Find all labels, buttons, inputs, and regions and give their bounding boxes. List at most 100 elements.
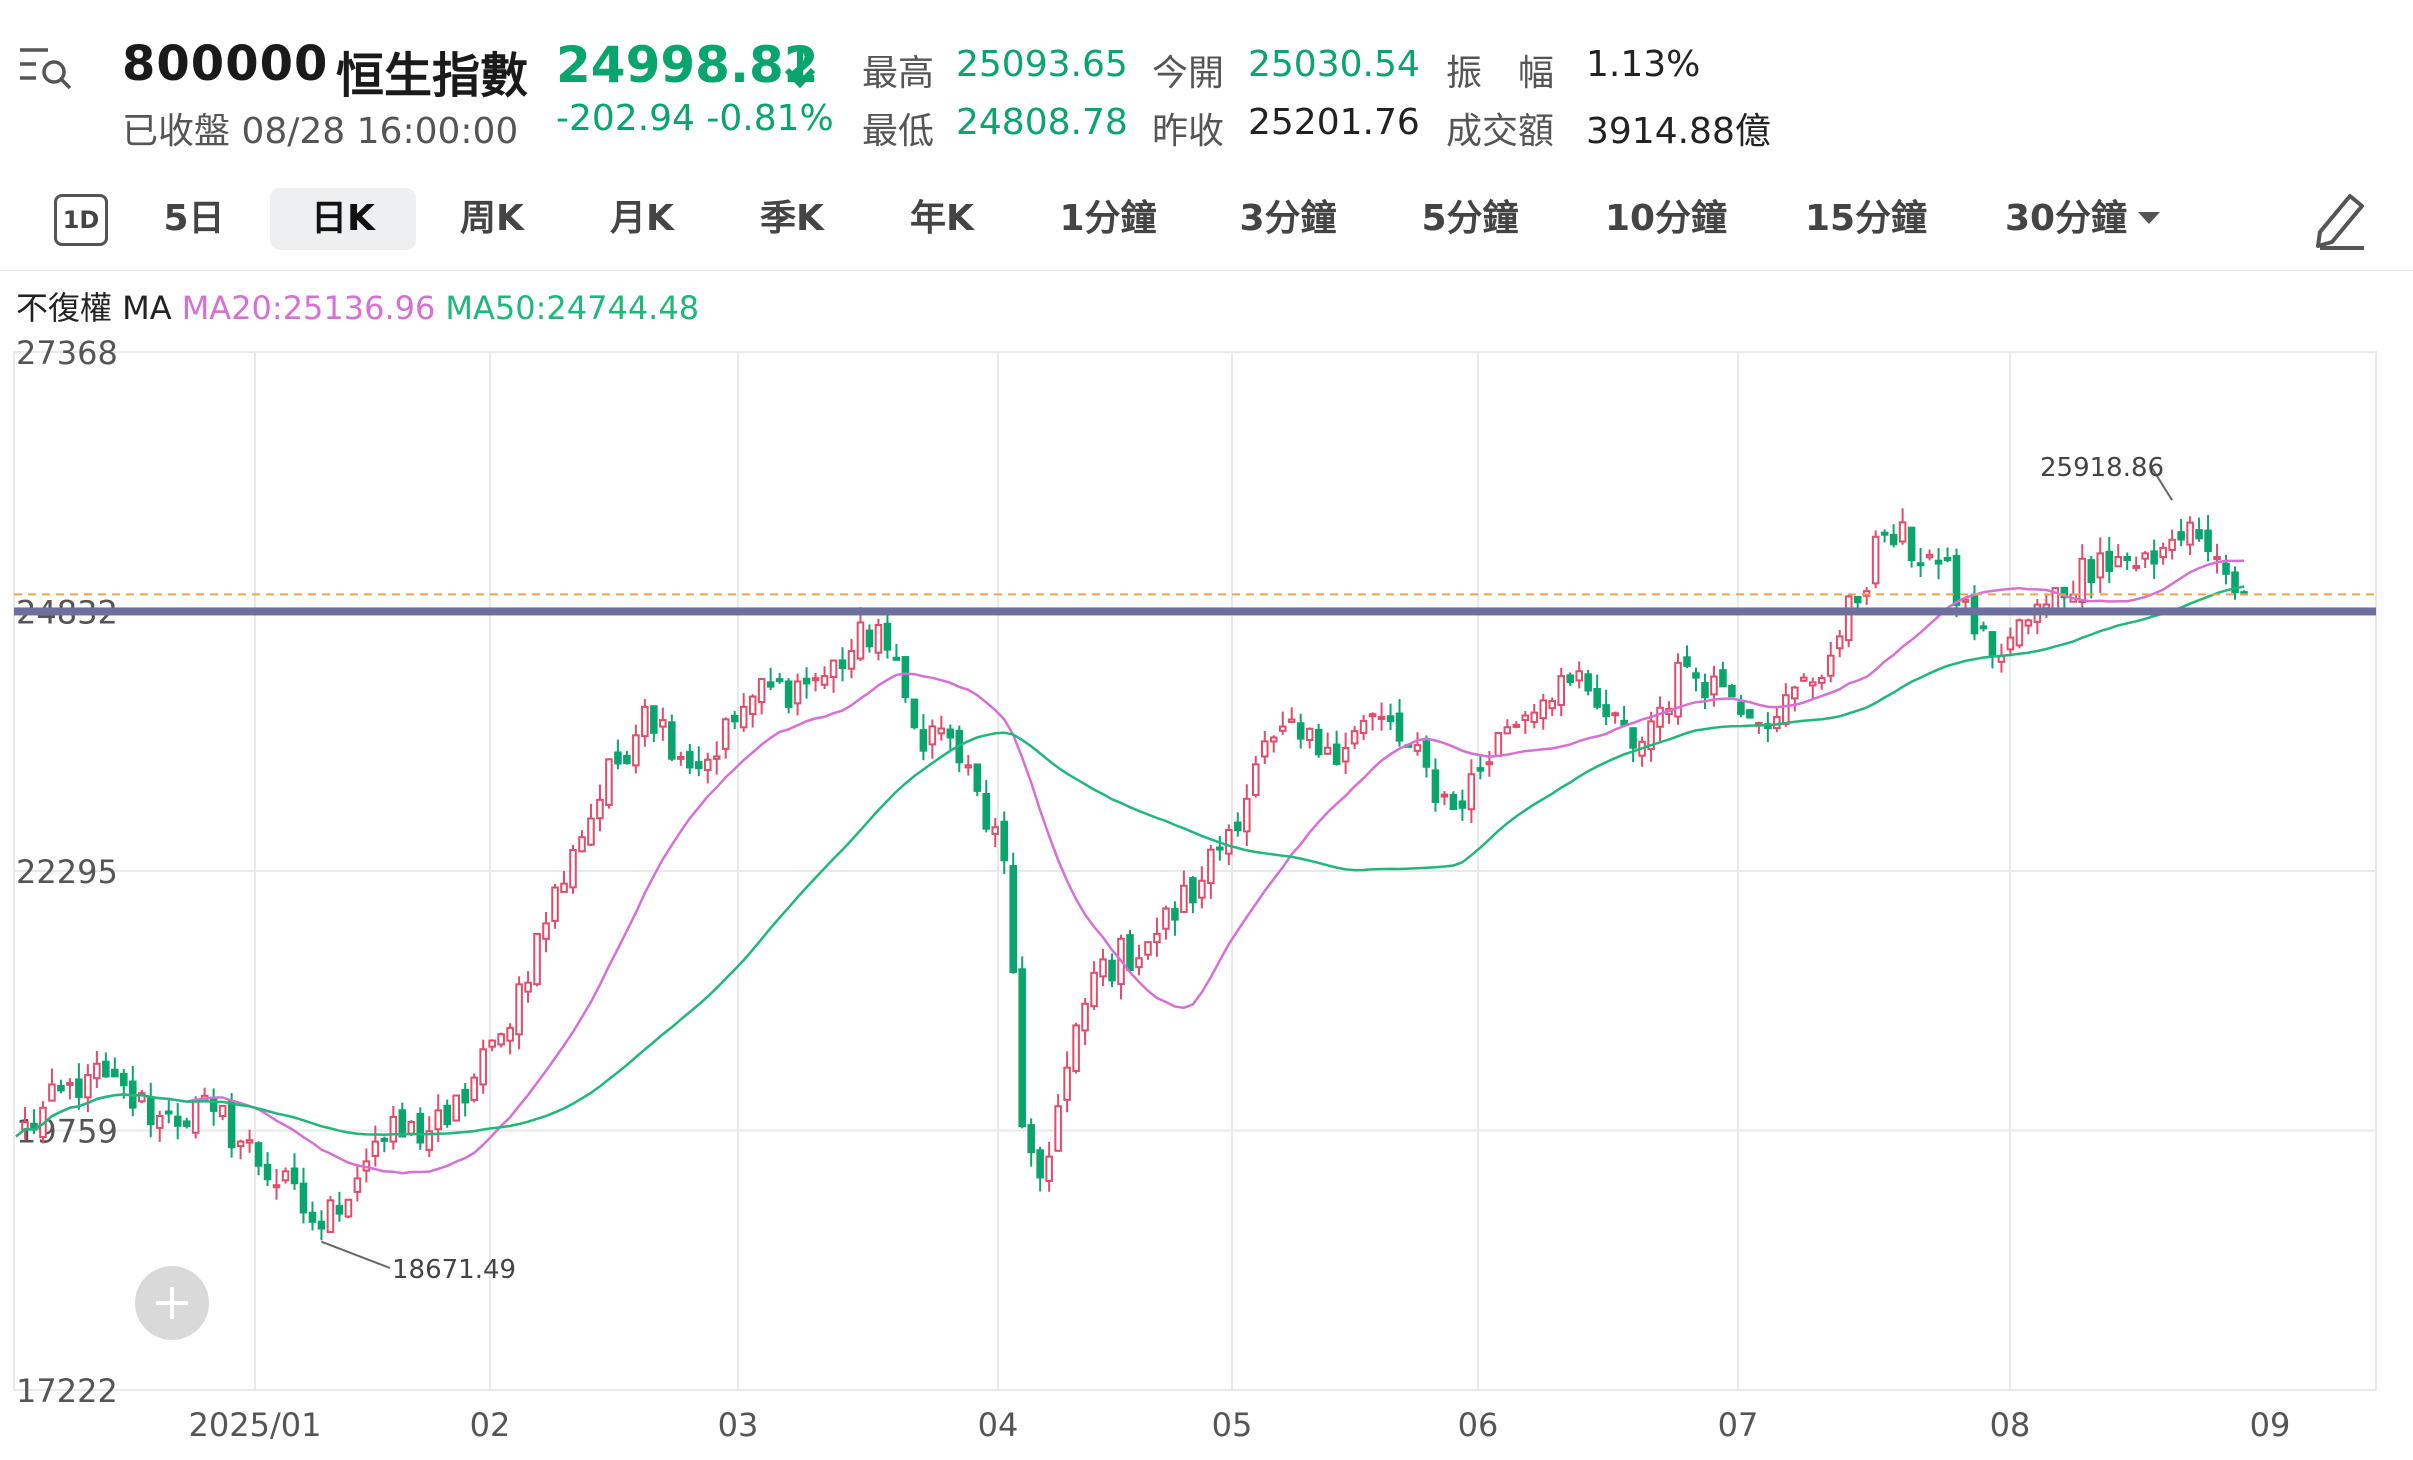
stock-name: 恒生指數 xyxy=(336,48,529,104)
candle-down xyxy=(335,1204,344,1215)
candle-up xyxy=(712,755,721,760)
candle-up xyxy=(1198,879,1206,899)
candle-down xyxy=(2231,571,2239,594)
candle-up xyxy=(1647,720,1655,751)
candle-down xyxy=(1692,672,1700,679)
tab-weekly-k[interactable]: 周K xyxy=(460,198,524,239)
candle-up xyxy=(1305,727,1314,741)
tab-30min[interactable]: 30分鐘 xyxy=(2004,198,2128,239)
legend-ma50: MA50:24744.48 xyxy=(445,289,700,327)
candle-up xyxy=(2006,636,2015,651)
candle-down xyxy=(1728,684,1736,698)
candle-up xyxy=(93,1062,101,1080)
candle-up xyxy=(569,849,577,889)
candle-down xyxy=(1629,727,1637,749)
candle-up xyxy=(757,678,766,704)
tab-1d[interactable]: 1D xyxy=(54,194,108,246)
candle-up xyxy=(703,758,712,772)
add-button[interactable] xyxy=(135,1266,209,1340)
tab-quarterly-k[interactable]: 季K xyxy=(760,198,824,239)
x-tick-label: 09 xyxy=(2250,1406,2291,1444)
tab-monthly-k[interactable]: 月K xyxy=(610,198,674,239)
x-tick-label: 05 xyxy=(1212,1406,1253,1444)
candle-down xyxy=(1584,673,1592,692)
candle-up xyxy=(2015,619,2024,647)
candle-up xyxy=(236,1140,245,1148)
candle-up xyxy=(353,1177,362,1193)
candle-up xyxy=(1054,1105,1062,1152)
pencil-draw-icon[interactable] xyxy=(2312,188,2368,250)
candle-up xyxy=(1341,747,1350,763)
stat-value-turnover: 3914.88億 xyxy=(1586,111,1771,152)
candle-up xyxy=(1521,714,1530,722)
candle-down xyxy=(1916,562,1925,567)
price-change: -202.94 -0.81% xyxy=(556,98,834,139)
stat-label-high: 最高 xyxy=(862,53,935,94)
stat-label-open: 今開 xyxy=(1152,53,1225,94)
candle-up xyxy=(84,1074,92,1099)
tab-1min[interactable]: 1分鐘 xyxy=(1059,198,1157,239)
high-annotation: 25918.86 xyxy=(2040,453,2164,483)
x-tick-label: 08 xyxy=(1990,1406,2031,1444)
candle-down xyxy=(1027,1124,1035,1154)
candle-down xyxy=(1216,846,1224,851)
candle-down xyxy=(146,1096,155,1126)
candle-down xyxy=(173,1115,182,1127)
candle-up xyxy=(48,1083,56,1102)
candle-down xyxy=(182,1120,191,1127)
candle-up xyxy=(641,705,649,738)
candle-up xyxy=(991,826,1000,835)
candle-up xyxy=(1530,711,1539,723)
legend-adj: 不復權 MA xyxy=(16,289,172,327)
tab-daily-k[interactable]: 日K xyxy=(270,188,416,250)
candle-up xyxy=(847,650,856,670)
candle-down xyxy=(75,1078,83,1098)
list-search-icon[interactable] xyxy=(18,42,76,92)
candle-up xyxy=(434,1109,443,1131)
tab-10min[interactable]: 10分鐘 xyxy=(1604,198,1728,239)
tab-5min[interactable]: 5分鐘 xyxy=(1421,198,1519,239)
candle-down xyxy=(1979,625,1988,630)
candle-up xyxy=(1207,848,1215,885)
candle-down xyxy=(57,1084,65,1092)
candle-down xyxy=(1943,556,1952,561)
candle-down xyxy=(650,705,658,734)
candle-up xyxy=(1225,829,1233,855)
caret-down-icon[interactable] xyxy=(2138,212,2160,226)
candle-down xyxy=(1880,531,1889,536)
candle-up xyxy=(659,719,667,728)
candle-up xyxy=(1800,676,1808,682)
candle-down xyxy=(1458,800,1467,809)
candle-up xyxy=(1413,744,1422,752)
tab-3min[interactable]: 3分鐘 xyxy=(1239,198,1337,239)
period-tabs: 1D 5日 日K 周K 月K 季K 年K 1分鐘 3分鐘 5分鐘 10分鐘 15… xyxy=(0,180,2413,260)
tab-yearly-k[interactable]: 年K xyxy=(910,198,974,239)
candle-down xyxy=(1000,820,1009,862)
candle-down xyxy=(1566,674,1574,683)
ma50-line xyxy=(15,585,2245,1138)
candle-up xyxy=(1773,716,1781,730)
candle-up xyxy=(1063,1066,1071,1101)
tab-15min[interactable]: 15分鐘 xyxy=(1804,198,1928,239)
candle-up xyxy=(1710,675,1718,696)
candle-up xyxy=(1925,553,1934,559)
candle-up xyxy=(272,1184,281,1189)
candle-down xyxy=(973,763,982,792)
candle-up xyxy=(1368,713,1377,718)
candle-up xyxy=(2168,538,2176,551)
candle-up xyxy=(497,1033,505,1046)
candle-down xyxy=(919,729,928,752)
candle-up xyxy=(2078,557,2087,603)
candle-up xyxy=(1871,535,1880,585)
candle-up xyxy=(560,882,568,893)
y-tick-label: 17222 xyxy=(16,1372,118,1410)
down-arrow-icon xyxy=(784,48,816,89)
tab-5day[interactable]: 5日 xyxy=(163,198,225,239)
candle-up xyxy=(1512,723,1521,728)
candle-down xyxy=(1593,688,1601,708)
candle-up xyxy=(1251,763,1260,796)
candle-up xyxy=(1135,957,1143,969)
candle-up xyxy=(407,1121,416,1135)
candle-up xyxy=(1162,907,1170,930)
